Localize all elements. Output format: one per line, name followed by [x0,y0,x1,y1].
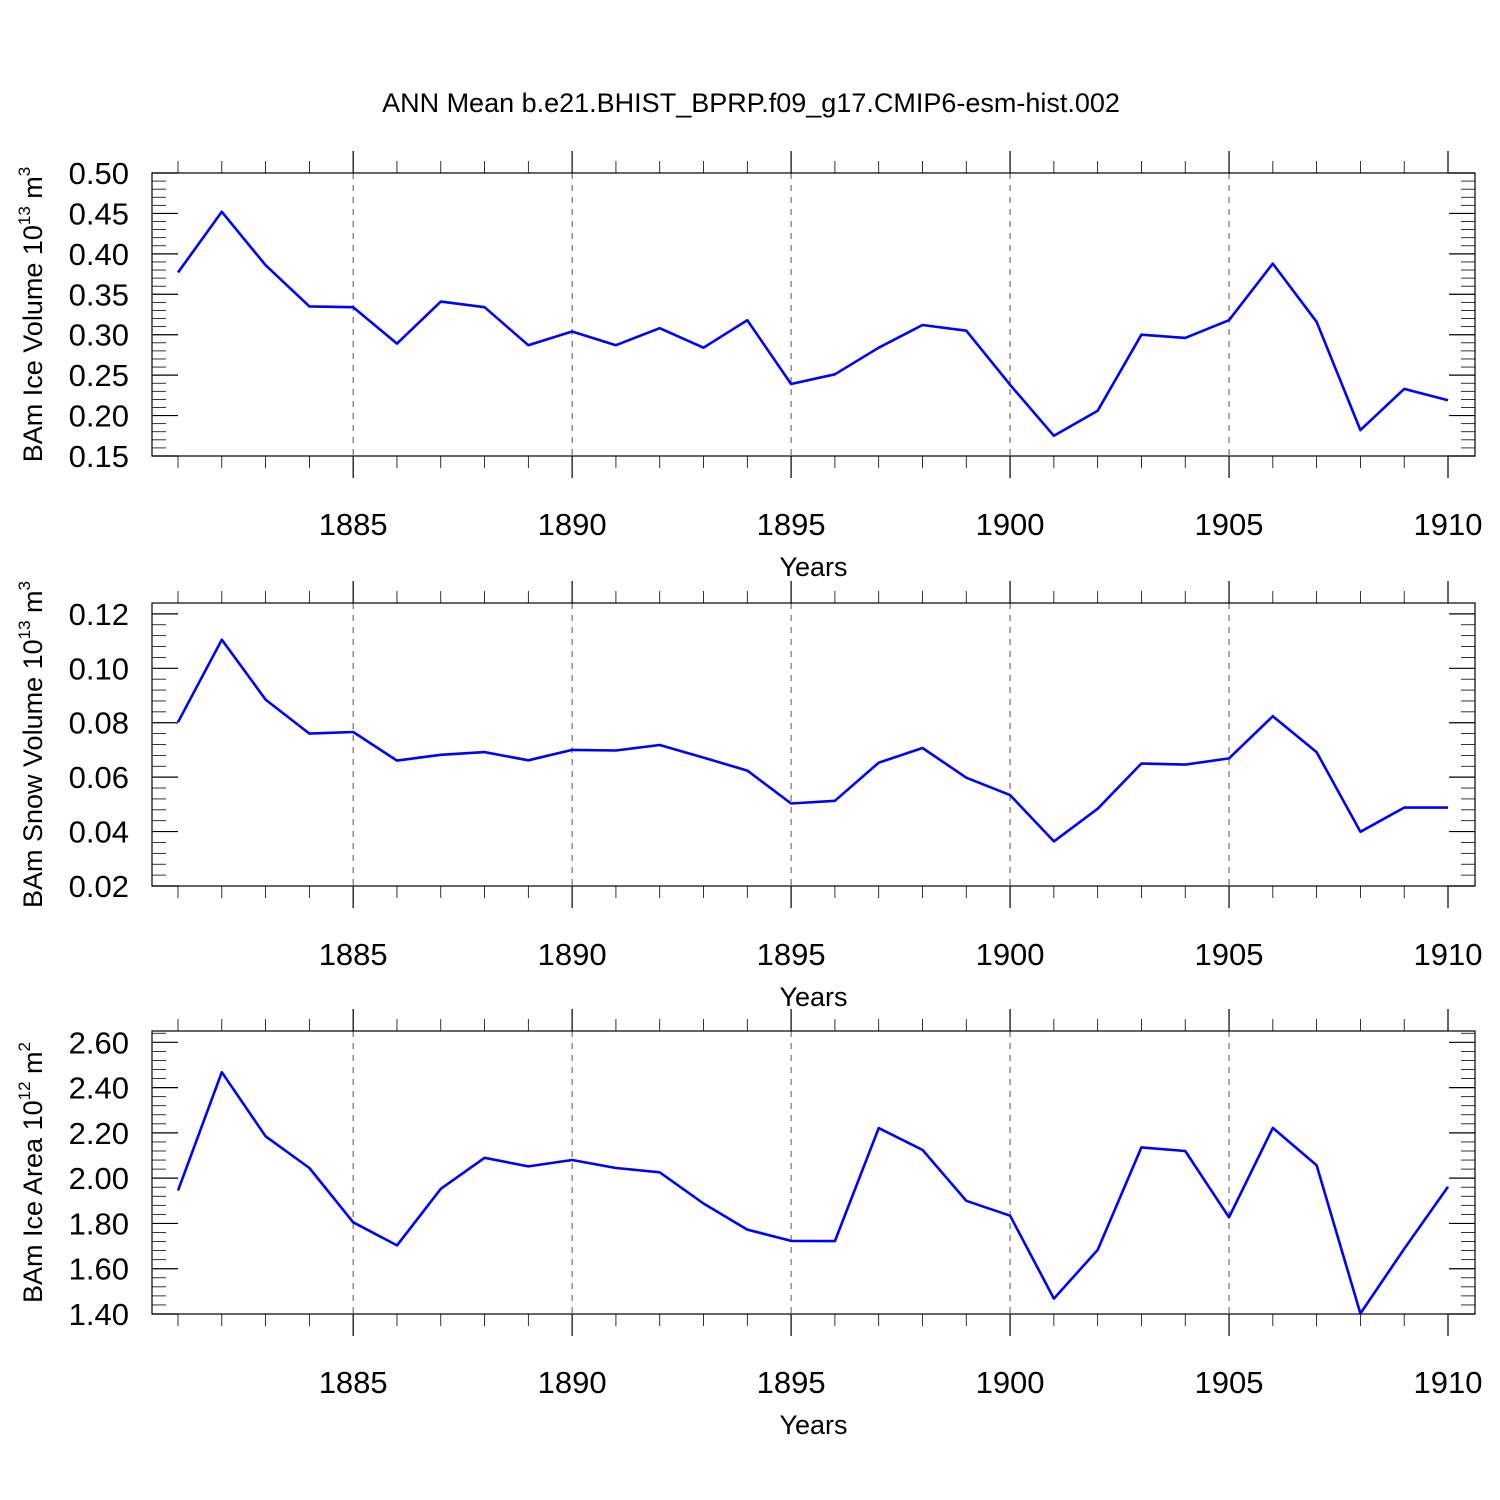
y-axis-label: BAm Ice Volume 1013 m3 [15,167,48,463]
y-axis-label-unit: m [18,1051,48,1081]
x-tick-label: 1910 [1414,1365,1483,1400]
y-tick-label: 1.40 [69,1297,129,1332]
y-tick-label: 0.04 [69,815,129,850]
y-axis-label-unit-exponent: 3 [15,581,34,590]
x-tick-label: 1900 [976,937,1045,972]
y-tick-label: 0.15 [69,439,129,474]
x-tick-label: 1885 [319,937,388,972]
x-tick-label: 1890 [538,507,607,542]
y-tick-label: 0.08 [69,706,129,741]
y-tick-label: 0.30 [69,318,129,353]
y-tick-label: 2.60 [69,1025,129,1060]
y-axis-label-exponent: 13 [15,620,34,639]
y-axis-label-text: BAm Ice Volume 10 [18,225,48,462]
y-axis-label-exponent: 12 [15,1081,34,1100]
plot-frame [151,1030,1476,1315]
x-tick-label: 1900 [976,507,1045,542]
x-tick-label: 1895 [757,937,826,972]
y-tick-label: 1.60 [69,1252,129,1287]
x-tick-label: 1890 [538,937,607,972]
y-axis-label-unit: m [18,176,48,206]
x-tick-label: 1885 [319,507,388,542]
series-line-snow-volume [176,638,1448,843]
y-axis-label: BAm Ice Area 1012 m2 [15,1042,48,1303]
y-axis-label-text: BAm Ice Area 10 [18,1100,48,1303]
x-tick-label: 1895 [757,1365,826,1400]
plot-frame [151,172,1476,457]
y-axis-label-unit-exponent: 2 [15,1042,34,1051]
y-tick-label: 0.10 [69,651,129,686]
y-axis-label-unit-exponent: 3 [15,167,34,176]
y-tick-label: 0.40 [69,237,129,272]
series-line-ice-volume [176,210,1449,438]
x-tick-label: 1910 [1414,937,1483,972]
y-axis-label-unit: m [18,590,48,620]
plot-frame [151,602,1476,887]
x-axis-label: Years [779,1410,847,1440]
y-axis-label-exponent: 13 [15,206,34,225]
y-tick-label: 0.02 [69,869,129,904]
y-tick-label: 0.50 [69,156,129,191]
x-tick-label: 1900 [976,1365,1045,1400]
panel-ice-volume: 1885 1890 1895 1900 1905 1910 0.15 0.20 0.25 0.30… [15,151,1482,582]
x-tick-label: 1885 [319,1365,388,1400]
x-tick-label: 1905 [1195,937,1264,972]
x-tick-label: 1890 [538,1365,607,1400]
y-axis-label-text: BAm Snow Volume 10 [18,639,48,908]
y-tick-label: 0.25 [69,358,129,393]
panel-ice-area: 1885 1890 1895 1900 1905 1910 1.40 1.60 1.80 2.00… [15,1009,1482,1440]
y-tick-label: 2.40 [69,1071,129,1106]
x-tick-label: 1905 [1195,507,1264,542]
x-axis-label: Years [779,982,847,1012]
y-tick-label: 0.35 [69,277,129,312]
y-tick-label: 1.80 [69,1206,129,1241]
y-tick-label: 2.00 [69,1161,129,1196]
y-tick-label: 0.45 [69,196,129,231]
series-line-ice-area [176,1070,1450,1315]
panel-snow-volume: 1885 1890 1895 1900 1905 1910 0.02 0.04 0.06 0.08… [15,581,1482,1012]
y-tick-label: 2.20 [69,1116,129,1151]
x-tick-label: 1905 [1195,1365,1264,1400]
y-axis-label: BAm Snow Volume 1013 m3 [15,581,48,908]
y-tick-label: 0.06 [69,760,129,795]
x-tick-label: 1910 [1414,507,1483,542]
y-tick-label: 0.20 [69,399,129,434]
y-tick-label: 0.12 [69,597,129,632]
x-axis-label: Years [779,552,847,582]
x-tick-label: 1895 [757,507,826,542]
chart-title: ANN Mean b.e21.BHIST_BPRP.f09_g17.CMIP6-… [382,88,1120,118]
